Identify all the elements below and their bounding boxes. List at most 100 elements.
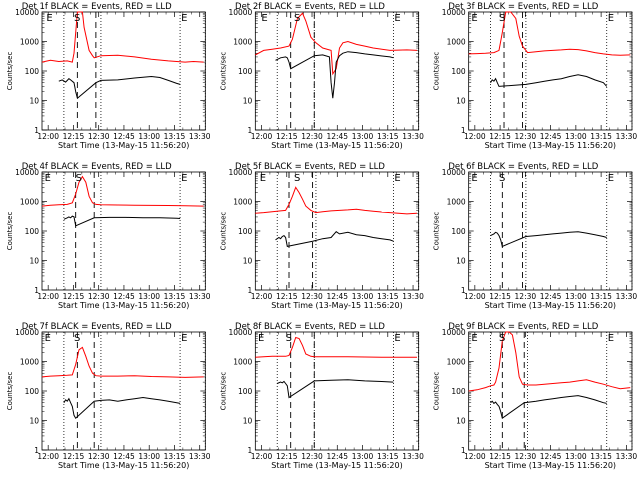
- x-tick-label: 12:00: [37, 132, 59, 141]
- marker-e-label: E: [471, 173, 477, 184]
- x-tick-label: 12:30: [515, 132, 537, 141]
- x-axis-label: Start Time (13-May-15 11:56:20): [58, 301, 189, 310]
- marker-e-label: E: [394, 333, 400, 344]
- x-axis-label: Start Time (13-May-15 11:56:20): [271, 461, 402, 470]
- y-tick-label: 1: [461, 126, 466, 135]
- x-tick-label: 12:45: [326, 452, 348, 461]
- series-events: [277, 379, 394, 399]
- x-axis-label: Start Time (13-May-15 11:56:20): [58, 461, 189, 470]
- y-tick-label: 1: [461, 286, 466, 295]
- chart-panel-7: Det 7f BLACK = Events, RED = LLD 1 10 100 10…: [6, 322, 211, 470]
- x-tick-label: 13:30: [616, 132, 638, 141]
- marker-s-label: S: [294, 173, 300, 184]
- y-tick-label: 1: [34, 446, 39, 455]
- y-axis-label: Counts/sec: [433, 372, 441, 411]
- y-tick-label: 1: [34, 286, 39, 295]
- y-tick-label: 10000: [228, 168, 252, 177]
- y-tick-label: 100: [25, 227, 40, 236]
- y-tick-label: 100: [451, 387, 466, 396]
- x-tick-label: 12:15: [276, 292, 298, 301]
- x-tick-label: 13:00: [565, 292, 587, 301]
- y-tick-label: 100: [451, 227, 466, 236]
- chart-panel-1: Det 1f BLACK = Events, RED = LLD 1 10 100 10…: [6, 2, 211, 150]
- x-tick-label: 12:30: [88, 452, 110, 461]
- chart-title: Det 2f BLACK = Events, RED = LLD: [235, 2, 385, 12]
- x-tick-label: 12:45: [540, 452, 562, 461]
- x-axis-label: Start Time (13-May-15 11:56:20): [485, 301, 616, 310]
- x-tick-label: 12:30: [88, 132, 110, 141]
- chart-title: Det 8f BLACK = Events, RED = LLD: [235, 322, 385, 332]
- series-lld: [255, 336, 417, 358]
- x-tick-label: 13:15: [590, 132, 612, 141]
- x-tick-label: 12:00: [251, 132, 273, 141]
- series-lld: [41, 175, 204, 207]
- marker-s-label: S: [74, 333, 80, 344]
- x-tick-label: 13:15: [590, 292, 612, 301]
- y-tick-label: 1000: [447, 38, 466, 47]
- plot-frame: [468, 171, 633, 291]
- plot-frame: [41, 171, 206, 291]
- y-axis-label: Counts/sec: [219, 52, 227, 91]
- marker-s-label: S: [499, 13, 505, 24]
- y-tick-label: 10: [456, 417, 466, 426]
- y-tick-label: 10000: [442, 8, 466, 17]
- y-tick-label: 1000: [233, 198, 252, 207]
- x-tick-label: 12:45: [540, 132, 562, 141]
- series-events: [275, 51, 394, 99]
- y-axis-label: Counts/sec: [219, 212, 227, 251]
- chart-panel-2: Det 2f BLACK = Events, RED = LLD 1 10 100 10…: [219, 2, 424, 150]
- marker-s-label: S: [286, 333, 292, 344]
- x-tick-label: 13:30: [402, 132, 424, 141]
- y-tick-label: 10: [29, 97, 39, 106]
- y-tick-label: 1000: [20, 358, 39, 367]
- marker-e-label: E: [608, 333, 614, 344]
- y-tick-label: 1: [248, 446, 253, 455]
- chart-title: Det 6f BLACK = Events, RED = LLD: [448, 162, 598, 172]
- y-axis-label: Counts/sec: [6, 52, 14, 91]
- y-tick-label: 1000: [20, 198, 39, 207]
- x-tick-label: 12:00: [464, 132, 486, 141]
- marker-e-label: E: [394, 173, 400, 184]
- marker-e-label: E: [45, 173, 51, 184]
- marker-e-label: E: [46, 13, 52, 24]
- x-tick-label: 12:45: [113, 452, 135, 461]
- series-events: [275, 231, 394, 247]
- x-axis-label: Start Time (13-May-15 11:56:20): [485, 461, 616, 470]
- x-tick-label: 12:00: [37, 452, 59, 461]
- x-tick-label: 12:15: [276, 452, 298, 461]
- x-tick-label: 12:00: [464, 292, 486, 301]
- y-tick-label: 1: [461, 446, 466, 455]
- x-tick-label: 12:00: [251, 452, 273, 461]
- x-tick-label: 13:00: [138, 132, 160, 141]
- x-tick-label: 12:45: [326, 292, 348, 301]
- x-tick-label: 12:30: [301, 452, 323, 461]
- x-tick-label: 13:15: [377, 132, 399, 141]
- plot-frame: [468, 331, 633, 451]
- chart-panel-9: Det 9f BLACK = Events, RED = LLD 1 10 100 10…: [433, 322, 638, 470]
- x-tick-label: 13:00: [352, 132, 374, 141]
- x-axis-label: Start Time (13-May-15 11:56:20): [485, 141, 616, 150]
- y-tick-label: 1000: [20, 38, 39, 47]
- series-events: [63, 215, 181, 227]
- y-tick-label: 1: [248, 286, 253, 295]
- x-tick-label: 13:30: [189, 292, 211, 301]
- chart-panel-8: Det 8f BLACK = Events, RED = LLD 1 10 100 10…: [219, 322, 424, 470]
- plot-frame: [254, 331, 420, 451]
- y-axis-label: Counts/sec: [219, 372, 227, 411]
- x-tick-label: 13:00: [352, 292, 374, 301]
- x-tick-label: 12:15: [489, 452, 511, 461]
- x-tick-label: 13:15: [164, 452, 186, 461]
- y-tick-label: 100: [25, 67, 40, 76]
- x-tick-label: 13:00: [138, 292, 160, 301]
- x-tick-label: 13:30: [616, 292, 638, 301]
- x-tick-label: 13:00: [565, 132, 587, 141]
- marker-e-label: E: [261, 13, 267, 24]
- plot-frame: [41, 11, 206, 131]
- x-tick-label: 12:30: [88, 292, 110, 301]
- chart-title: Det 4f BLACK = Events, RED = LLD: [22, 162, 172, 172]
- plot-frame: [41, 331, 206, 451]
- y-tick-label: 100: [25, 387, 40, 396]
- y-tick-label: 10000: [442, 328, 466, 337]
- chart-title: Det 3f BLACK = Events, RED = LLD: [448, 2, 598, 12]
